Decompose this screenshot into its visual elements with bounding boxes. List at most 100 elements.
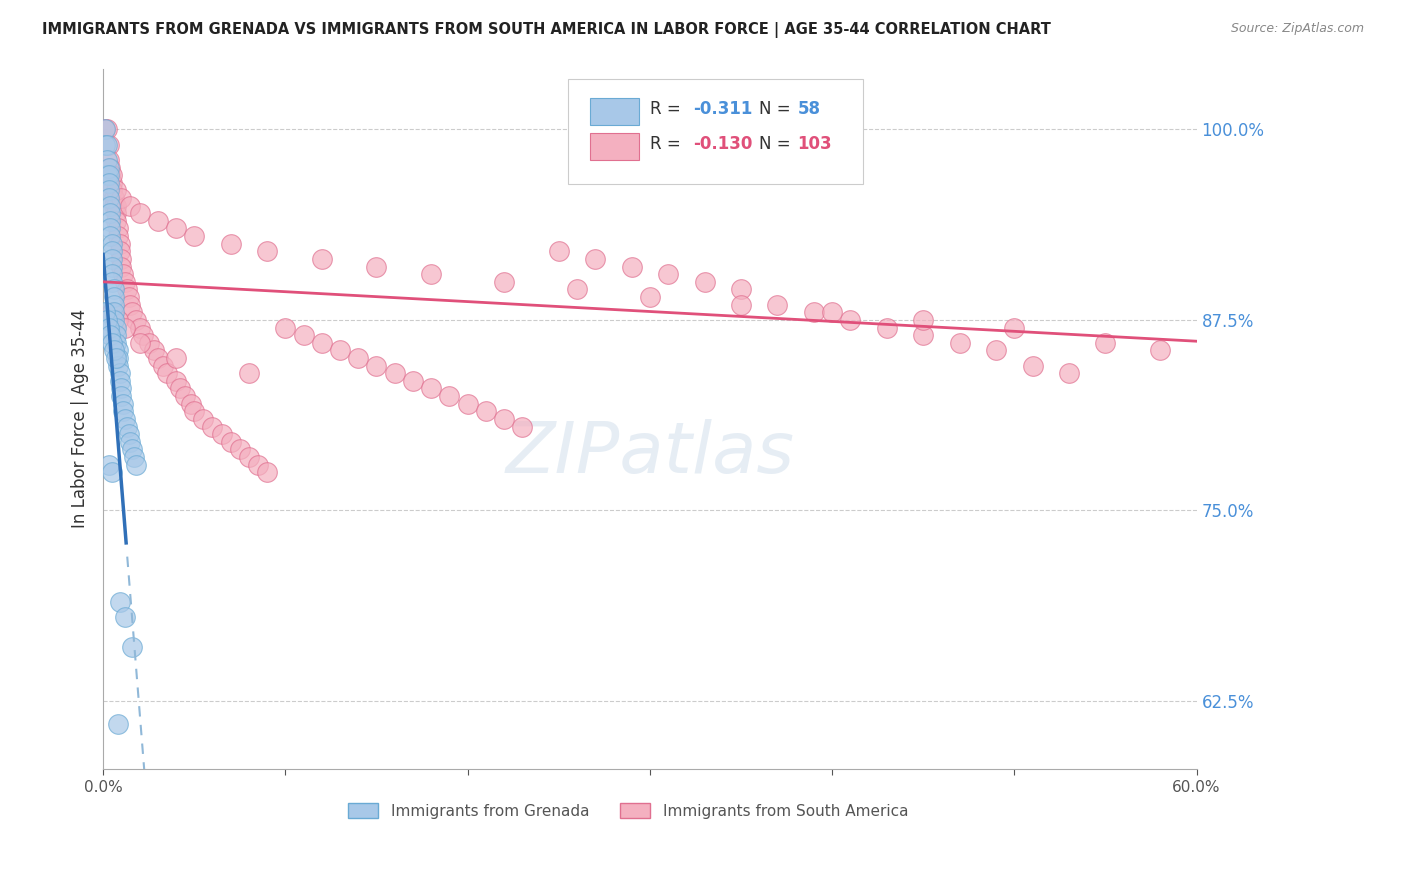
Point	[174, 389, 197, 403]
Point	[510, 419, 533, 434]
Point	[107, 313, 129, 327]
Point	[101, 176, 124, 190]
Bar	[589, 133, 638, 160]
Point	[108, 244, 131, 259]
Text: -0.130: -0.130	[693, 136, 754, 153]
Point	[97, 320, 120, 334]
Text: Source: ZipAtlas.com: Source: ZipAtlas.com	[1230, 22, 1364, 36]
Point	[103, 290, 125, 304]
Point	[107, 351, 129, 365]
Point	[103, 305, 125, 319]
Text: R =: R =	[650, 100, 686, 118]
Point	[114, 610, 136, 624]
Point	[1021, 359, 1043, 373]
Point	[112, 397, 135, 411]
Point	[1094, 335, 1116, 350]
Point	[101, 168, 124, 182]
Point	[183, 229, 205, 244]
Point	[274, 320, 297, 334]
Point	[420, 267, 443, 281]
Point	[96, 168, 118, 182]
Text: 103: 103	[797, 136, 832, 153]
Point	[104, 183, 127, 197]
Point	[100, 328, 122, 343]
Point	[366, 359, 388, 373]
Point	[117, 290, 139, 304]
Point	[108, 366, 131, 380]
Point	[201, 419, 224, 434]
Point	[839, 313, 862, 327]
Point	[169, 381, 191, 395]
Point	[494, 412, 516, 426]
Point	[108, 236, 131, 251]
Point	[110, 252, 132, 266]
Point	[183, 404, 205, 418]
Point	[256, 465, 278, 479]
Point	[420, 381, 443, 395]
Point	[292, 328, 315, 343]
Point	[101, 335, 124, 350]
Point	[912, 313, 935, 327]
Legend: Immigrants from Grenada, Immigrants from South America: Immigrants from Grenada, Immigrants from…	[342, 797, 914, 825]
Point	[402, 374, 425, 388]
Point	[100, 221, 122, 235]
Point	[125, 313, 148, 327]
Point	[256, 244, 278, 259]
Point	[97, 153, 120, 167]
Point	[100, 229, 122, 244]
Point	[114, 412, 136, 426]
Point	[165, 351, 187, 365]
Point	[347, 351, 370, 365]
Point	[94, 122, 117, 136]
Point	[693, 275, 716, 289]
Point	[97, 176, 120, 190]
Point	[107, 221, 129, 235]
Point	[138, 335, 160, 350]
Point	[657, 267, 679, 281]
Point	[211, 427, 233, 442]
Point	[103, 343, 125, 358]
Point	[104, 351, 127, 365]
Point	[100, 161, 122, 175]
Point	[104, 335, 127, 350]
Point	[143, 343, 166, 358]
Point	[114, 320, 136, 334]
Text: -0.311: -0.311	[693, 100, 754, 118]
Text: IMMIGRANTS FROM GRENADA VS IMMIGRANTS FROM SOUTH AMERICA IN LABOR FORCE | AGE 35: IMMIGRANTS FROM GRENADA VS IMMIGRANTS FR…	[42, 22, 1052, 38]
Point	[219, 434, 242, 449]
Point	[125, 458, 148, 472]
Point	[103, 298, 125, 312]
Point	[104, 328, 127, 343]
Point	[152, 359, 174, 373]
Text: N =: N =	[759, 136, 796, 153]
Point	[475, 404, 498, 418]
Point	[238, 450, 260, 464]
Point	[97, 137, 120, 152]
Point	[97, 191, 120, 205]
Text: 58: 58	[797, 100, 821, 118]
Point	[104, 214, 127, 228]
Point	[311, 252, 333, 266]
Point	[110, 260, 132, 274]
Point	[101, 244, 124, 259]
Point	[180, 397, 202, 411]
Point	[384, 366, 406, 380]
Point	[112, 404, 135, 418]
Point	[121, 442, 143, 457]
Point	[100, 199, 122, 213]
Point	[311, 335, 333, 350]
Point	[730, 282, 752, 296]
Point	[638, 290, 661, 304]
Point	[104, 199, 127, 213]
Point	[107, 359, 129, 373]
Point	[120, 298, 142, 312]
Y-axis label: In Labor Force | Age 35-44: In Labor Force | Age 35-44	[72, 310, 89, 528]
Point	[821, 305, 844, 319]
Point	[97, 458, 120, 472]
Point	[439, 389, 461, 403]
Point	[96, 137, 118, 152]
Point	[101, 465, 124, 479]
Point	[494, 275, 516, 289]
Point	[103, 199, 125, 213]
Point	[101, 236, 124, 251]
